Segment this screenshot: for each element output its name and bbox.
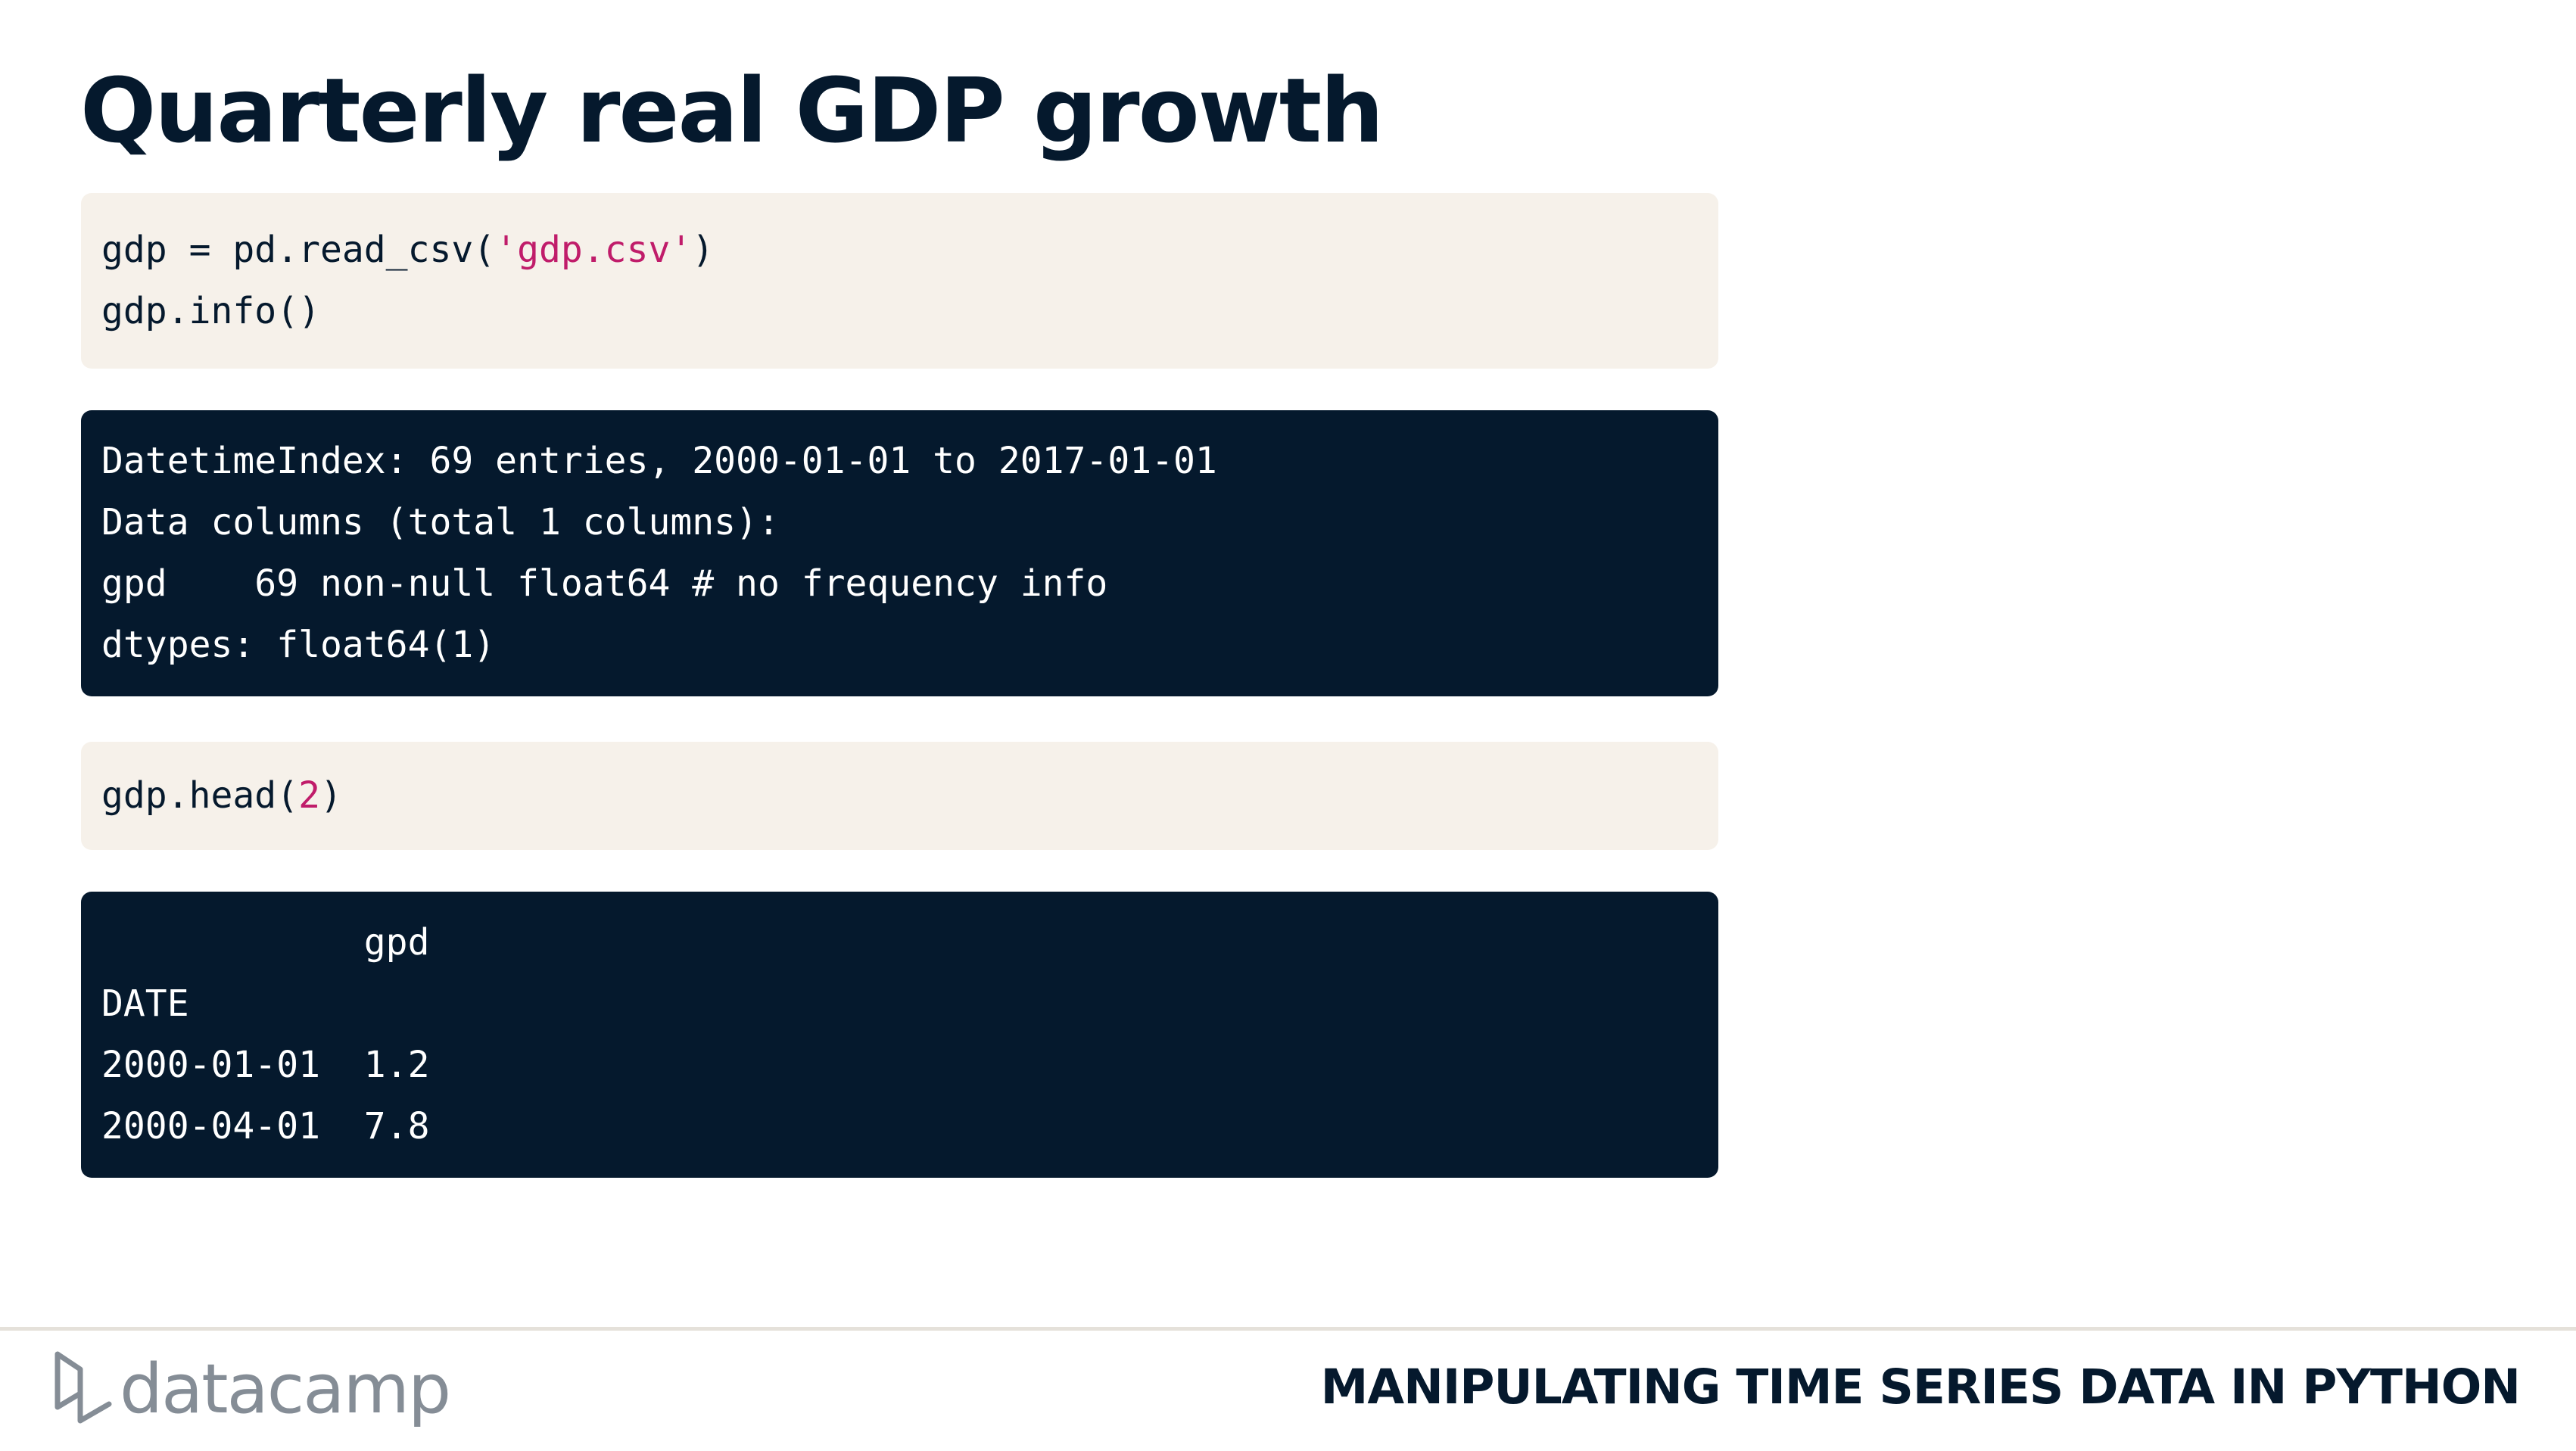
footer-divider [0,1327,2576,1331]
code-text: gdp = pd.read_csv( [101,229,496,271]
code-text: ) [320,774,342,817]
code-line: dtypes: float64(1) [101,624,496,666]
code-input-cell-3: gdp.head(2) [81,742,1718,850]
code-output-cell-4: gpd DATE 2000-01-01 1.2 2000-04-01 7.8 [81,892,1718,1178]
code-text: gdp.head( [101,774,299,817]
code-line: 2000-04-01 7.8 [101,1105,430,1147]
slide-title: Quarterly real GDP growth [80,58,1384,163]
code-output-cell-2: DatetimeIndex: 69 entries, 2000-01-01 to… [81,410,1718,696]
datacamp-logo[interactable]: datacamp [53,1349,451,1429]
code-line: gpd [101,921,430,964]
code-line: Data columns (total 1 columns): [101,501,780,543]
logo-wordmark: datacamp [120,1349,451,1429]
code-text: ) [692,229,715,271]
code-line: DATE [101,982,189,1025]
code-line: DatetimeIndex: 69 entries, 2000-01-01 to… [101,440,1217,482]
course-title: MANIPULATING TIME SERIES DATA IN PYTHON [1320,1359,2521,1415]
code-input-cell-1: gdp = pd.read_csv('gdp.csv') gdp.info() [81,193,1718,369]
code-line: 2000-01-01 1.2 [101,1044,430,1086]
code-line: gdp.info() [101,281,1698,342]
datacamp-mark-icon [55,1351,112,1424]
code-line: gdp = pd.read_csv('gdp.csv') [101,220,1698,281]
code-line: gpd 69 non-null float64 # no frequency i… [101,562,1108,605]
code-line: gdp.head(2) [101,765,1698,827]
code-text: gdp.info() [101,290,320,332]
code-string-literal: 'gdp.csv' [495,229,693,271]
code-number-literal: 2 [298,774,320,817]
